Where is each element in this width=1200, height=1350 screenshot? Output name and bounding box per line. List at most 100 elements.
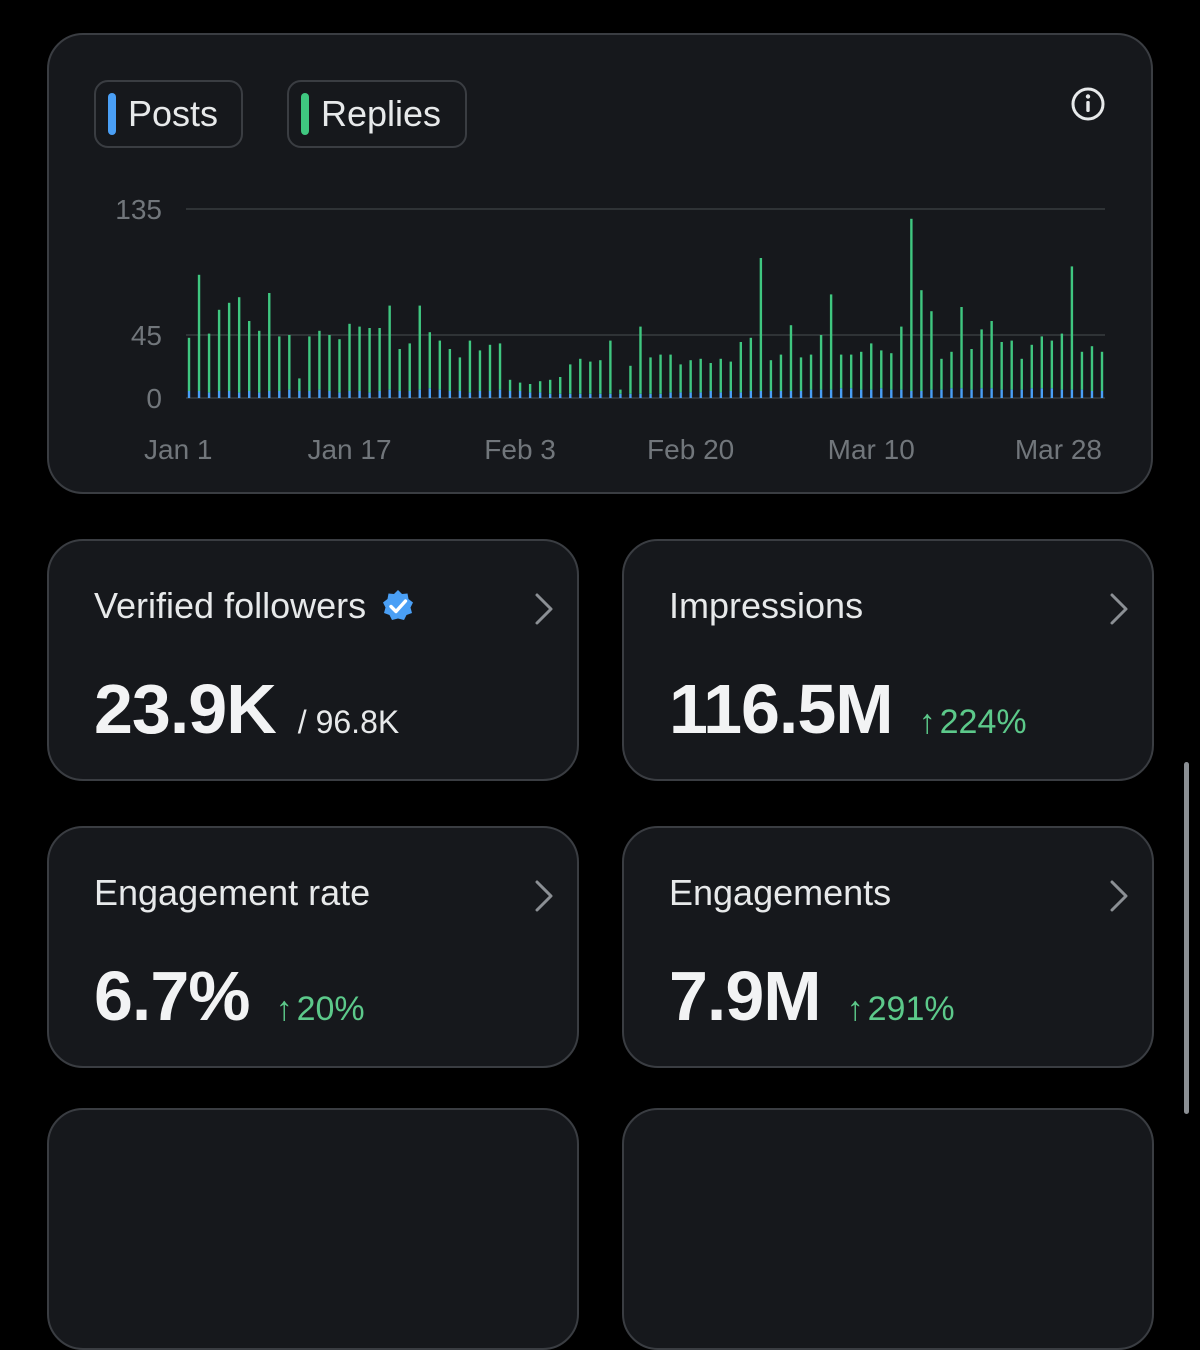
replies-bar <box>609 340 612 394</box>
replies-bar <box>438 340 442 390</box>
scrollbar[interactable] <box>1184 762 1189 1114</box>
replies-bar <box>589 361 592 394</box>
y-tick-label: 135 <box>115 194 162 225</box>
posts-bar <box>488 391 492 398</box>
replies-bar <box>1010 340 1013 390</box>
replies-color-swatch <box>301 93 309 135</box>
posts-bar <box>468 392 472 398</box>
posts-bar <box>849 388 853 398</box>
engagements-value: 7.9M <box>669 957 822 1035</box>
replies-bar <box>1060 333 1064 390</box>
replies-bar <box>448 349 452 391</box>
posts-bar <box>318 389 321 398</box>
replies-bar <box>930 311 933 390</box>
replies-bar <box>288 335 291 390</box>
posts-bar <box>990 388 993 398</box>
replies-bar <box>789 325 793 391</box>
posts-bar <box>1020 389 1023 398</box>
posts-bar <box>1050 388 1054 398</box>
engagement-rate-value-row: 6.7% ↑ 20% <box>94 956 365 1036</box>
posts-bar <box>268 391 271 398</box>
posts-bar <box>809 389 813 398</box>
replies-bar <box>890 353 893 390</box>
replies-bar <box>940 358 943 390</box>
replies-bar <box>639 326 642 394</box>
posts-bar <box>759 391 763 398</box>
posts-bar <box>1100 391 1104 398</box>
legend-replies-toggle[interactable]: Replies <box>287 80 467 148</box>
posts-bar <box>518 391 522 398</box>
verified-followers-title: Verified followers <box>94 585 367 626</box>
verified-followers-value-row: 23.9K / 96.8K <box>94 669 399 749</box>
posts-bar <box>448 391 452 398</box>
next-stat-card[interactable] <box>622 1108 1154 1350</box>
impressions-change-value: 224% <box>939 703 1027 741</box>
legend-posts-label: Posts <box>128 93 219 134</box>
posts-bar <box>1070 389 1074 398</box>
posts-bar <box>358 391 361 398</box>
posts-bar <box>900 389 903 398</box>
chevron-right-icon <box>535 880 553 912</box>
posts-bar <box>298 391 301 398</box>
arrow-up-icon: ↑ <box>275 990 293 1028</box>
replies-bar <box>498 343 502 390</box>
engagement-rate-change-value: 20% <box>296 990 365 1028</box>
replies-bar <box>548 379 552 394</box>
replies-bar <box>428 332 431 389</box>
replies-bar <box>719 358 722 393</box>
legend-posts-toggle[interactable]: Posts <box>94 80 243 148</box>
posts-bar <box>940 389 943 398</box>
replies-bar <box>849 354 853 389</box>
replies-bar <box>1020 358 1023 390</box>
replies-bar <box>227 302 231 391</box>
posts-bar <box>1000 389 1003 398</box>
posts-bar <box>769 391 773 398</box>
replies-bar <box>910 218 913 391</box>
posts-bar <box>328 391 331 398</box>
replies-bar <box>408 343 411 391</box>
posts-bar <box>508 391 512 398</box>
impressions-title: Impressions <box>669 585 864 626</box>
replies-bar <box>368 328 371 393</box>
replies-bar <box>418 305 421 390</box>
posts-bar <box>579 393 582 398</box>
replies-bar <box>247 321 251 391</box>
posts-bar <box>207 392 211 398</box>
replies-bar <box>629 365 632 394</box>
engagements-card[interactable]: Engagements 7.9M ↑ 291% <box>622 826 1154 1068</box>
posts-bar <box>699 392 702 398</box>
replies-bar <box>739 342 743 393</box>
posts-bar <box>669 392 672 398</box>
x-tick-label: Mar 28 <box>1015 434 1102 465</box>
replies-bar <box>197 274 201 391</box>
posts-bar <box>970 389 973 398</box>
y-tick-label: 45 <box>131 320 162 351</box>
replies-bar <box>699 358 702 393</box>
posts-bar <box>288 389 291 398</box>
posts-bar <box>368 392 371 398</box>
posts-bar <box>749 391 753 398</box>
x-tick-label: Feb 3 <box>484 434 556 465</box>
replies-bar <box>980 329 983 389</box>
posts-bar <box>478 391 482 398</box>
info-circle-icon[interactable] <box>1070 86 1106 122</box>
posts-bar <box>799 391 803 398</box>
posts-bar <box>247 391 251 398</box>
replies-bar <box>860 351 863 390</box>
replies-bar <box>268 293 271 391</box>
replies-bar <box>809 354 813 390</box>
replies-bar <box>649 357 652 394</box>
impressions-card[interactable]: Impressions 116.5M ↑ 224% <box>622 539 1154 781</box>
engagement-rate-card[interactable]: Engagement rate 6.7% ↑ 20% <box>47 826 579 1068</box>
replies-bar <box>950 351 953 389</box>
replies-bar <box>799 357 803 391</box>
posts-bar <box>217 391 221 398</box>
verified-followers-card[interactable]: Verified followers 23.9K / 96.8K <box>47 539 579 781</box>
next-stat-card[interactable] <box>47 1108 579 1350</box>
verified-followers-title-row: Verified followers <box>94 585 416 627</box>
replies-bar <box>468 340 472 393</box>
total-followers-value: / 96.8K <box>297 704 400 740</box>
posts-bar <box>890 389 893 398</box>
replies-bar <box>870 343 873 390</box>
posts-bar <box>197 391 201 398</box>
